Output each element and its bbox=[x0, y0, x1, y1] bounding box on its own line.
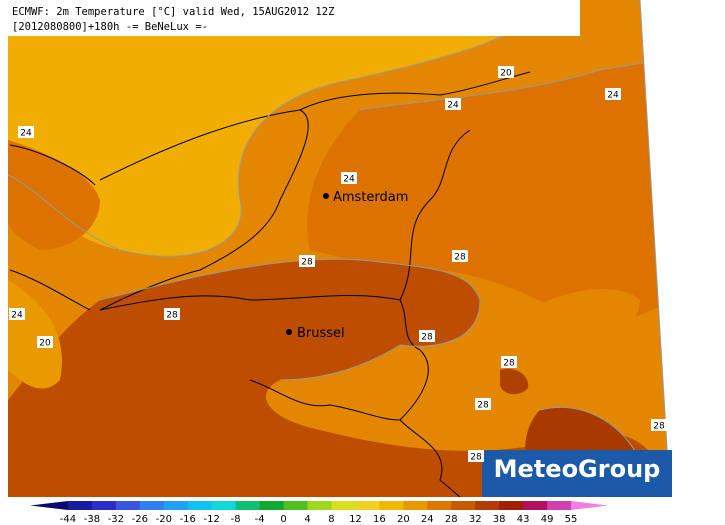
colorbar-segment bbox=[259, 501, 285, 510]
colorbar-segment bbox=[427, 501, 452, 510]
colorbar-tick: 0 bbox=[280, 514, 286, 525]
colorbar-tick: 12 bbox=[349, 514, 362, 525]
contour-label-box bbox=[468, 450, 484, 462]
colorbar-segment bbox=[499, 501, 524, 510]
contour-label-box bbox=[445, 98, 461, 110]
contour-label: 28 bbox=[503, 359, 515, 369]
city-label: Amsterdam bbox=[333, 190, 408, 205]
contour-label: 24 bbox=[11, 311, 23, 321]
colorbar-tick: -20 bbox=[156, 514, 172, 525]
colorbar: -44 -38 -32 -26 -20 -16 -12 -8 -4 0 4 8 12 16 20 24 28 32… bbox=[30, 501, 608, 525]
logo-box bbox=[482, 450, 672, 497]
colorbar-segment bbox=[163, 501, 189, 510]
contour-label-box bbox=[419, 330, 435, 342]
colorbar-tick: 8 bbox=[328, 514, 334, 525]
contour-label-box bbox=[501, 356, 517, 368]
contour-label: 24 bbox=[447, 101, 459, 111]
colorbar-segment bbox=[523, 501, 548, 510]
contour-label-box bbox=[9, 308, 25, 320]
colorbar-tick: -44 bbox=[60, 514, 76, 525]
contour-label: 24 bbox=[343, 175, 355, 185]
header-box bbox=[8, 0, 580, 36]
colorbar-segment bbox=[379, 501, 404, 510]
colorbar-tick: 43 bbox=[517, 514, 530, 525]
colorbar-segment bbox=[403, 501, 428, 510]
colorbar-tick: -12 bbox=[204, 514, 220, 525]
colorbar-segment bbox=[91, 501, 117, 510]
colorbar-segment bbox=[475, 501, 500, 510]
header-line: [2012080800]+180h -= BeNeLux =- bbox=[12, 21, 208, 33]
contour-label: 28 bbox=[166, 311, 178, 321]
contour-label: 28 bbox=[470, 453, 482, 463]
contour-label-box bbox=[498, 66, 514, 78]
header-line: ECMWF: 2m Temperature [°C] valid Wed, 15… bbox=[12, 6, 334, 18]
contour-label: 28 bbox=[653, 422, 665, 432]
colorbar-segment bbox=[451, 501, 476, 510]
colorbar-end bbox=[571, 501, 608, 510]
city-dot bbox=[286, 329, 292, 335]
colorbar-tick: -4 bbox=[255, 514, 265, 525]
contour-label: 20 bbox=[39, 339, 51, 349]
colorbar-segment bbox=[355, 501, 380, 510]
colorbar-segment bbox=[67, 501, 93, 510]
colorbar-segment bbox=[235, 501, 261, 510]
contour-label: 28 bbox=[477, 401, 489, 411]
colorbar-tick: -32 bbox=[108, 514, 124, 525]
colorbar-segment bbox=[547, 501, 572, 510]
contour-label-box bbox=[37, 336, 53, 348]
contour-label: 24 bbox=[20, 129, 32, 139]
colorbar-segment bbox=[187, 501, 213, 510]
contour-label: 28 bbox=[421, 333, 433, 343]
colorbar-tick: 20 bbox=[397, 514, 410, 525]
contour-labels: 20 24 24 24 24 28 28 24 20 28 28 28 28 28 28 bbox=[9, 66, 667, 463]
colorbar-tick: 16 bbox=[373, 514, 386, 525]
colorbar-tick: 55 bbox=[565, 514, 578, 525]
contour-label-box bbox=[18, 126, 34, 138]
contour-label-box bbox=[475, 398, 491, 410]
colorbar-segment bbox=[283, 501, 309, 510]
contour-label-box bbox=[164, 308, 180, 320]
contour-label-box bbox=[341, 172, 357, 184]
colorbar-tick: -16 bbox=[180, 514, 196, 525]
colorbar-segment bbox=[211, 501, 237, 510]
colorbar-tick: -8 bbox=[231, 514, 241, 525]
city-dot bbox=[323, 193, 329, 199]
colorbar-segment bbox=[115, 501, 141, 510]
colorbar-tick: -26 bbox=[132, 514, 148, 525]
colorbar-segment bbox=[139, 501, 165, 510]
colorbar-tick: -38 bbox=[84, 514, 100, 525]
colorbar-tick: 32 bbox=[469, 514, 482, 525]
colorbar-tick: 24 bbox=[421, 514, 434, 525]
contour-label-box bbox=[299, 255, 315, 267]
colorbar-segment bbox=[331, 501, 356, 510]
colorbar-tick: 49 bbox=[541, 514, 554, 525]
contour-label: 28 bbox=[454, 253, 466, 263]
contour-label: 28 bbox=[301, 258, 313, 268]
colorbar-tick: 28 bbox=[445, 514, 458, 525]
city-label: Brussel bbox=[297, 326, 345, 341]
contour-label-box bbox=[605, 88, 621, 100]
contour-label-box bbox=[452, 250, 468, 262]
colorbar-tick: 38 bbox=[493, 514, 506, 525]
contour-label-box bbox=[651, 419, 667, 431]
colorbar-segment bbox=[307, 501, 332, 510]
colorbar-tick: 4 bbox=[304, 514, 310, 525]
colorbar-end bbox=[30, 501, 68, 510]
logo: MeteoGroup bbox=[494, 455, 661, 483]
contour-label: 24 bbox=[607, 91, 619, 101]
contour-label: 20 bbox=[500, 69, 512, 79]
